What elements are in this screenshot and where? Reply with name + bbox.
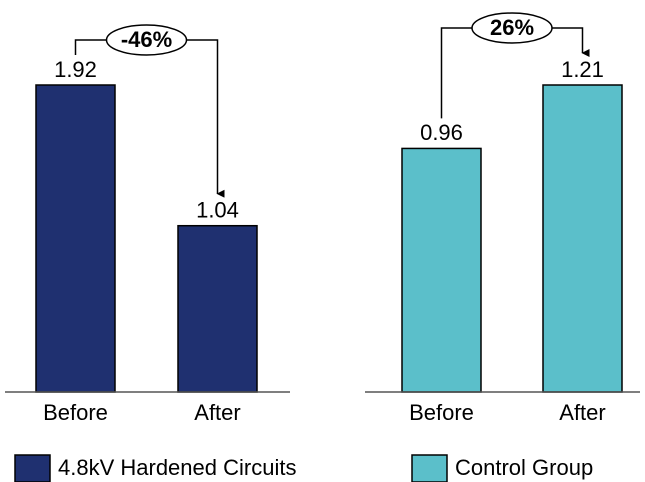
bar xyxy=(542,84,623,393)
x-tick-label: After xyxy=(559,400,605,425)
annotation-bubble xyxy=(105,24,188,56)
x-tick-label: Before xyxy=(409,400,474,425)
annotation: 26% xyxy=(490,15,534,40)
bar xyxy=(401,147,482,393)
legend-swatch xyxy=(411,454,448,482)
annotation-bubble xyxy=(471,12,553,44)
bar xyxy=(177,224,258,393)
annotation: -46% xyxy=(121,27,172,52)
value-label: 0.96 xyxy=(420,120,463,145)
x-tick-label: After xyxy=(194,400,240,425)
x-tick-label: Before xyxy=(43,400,108,425)
value-label: 1.21 xyxy=(561,57,604,82)
legend-label: Control Group xyxy=(455,455,593,480)
bar xyxy=(35,84,116,393)
legend-swatch xyxy=(14,454,51,482)
legend-label: 4.8kV Hardened Circuits xyxy=(58,455,296,480)
value-label: 1.92 xyxy=(54,57,97,82)
value-label: 1.04 xyxy=(196,198,239,223)
